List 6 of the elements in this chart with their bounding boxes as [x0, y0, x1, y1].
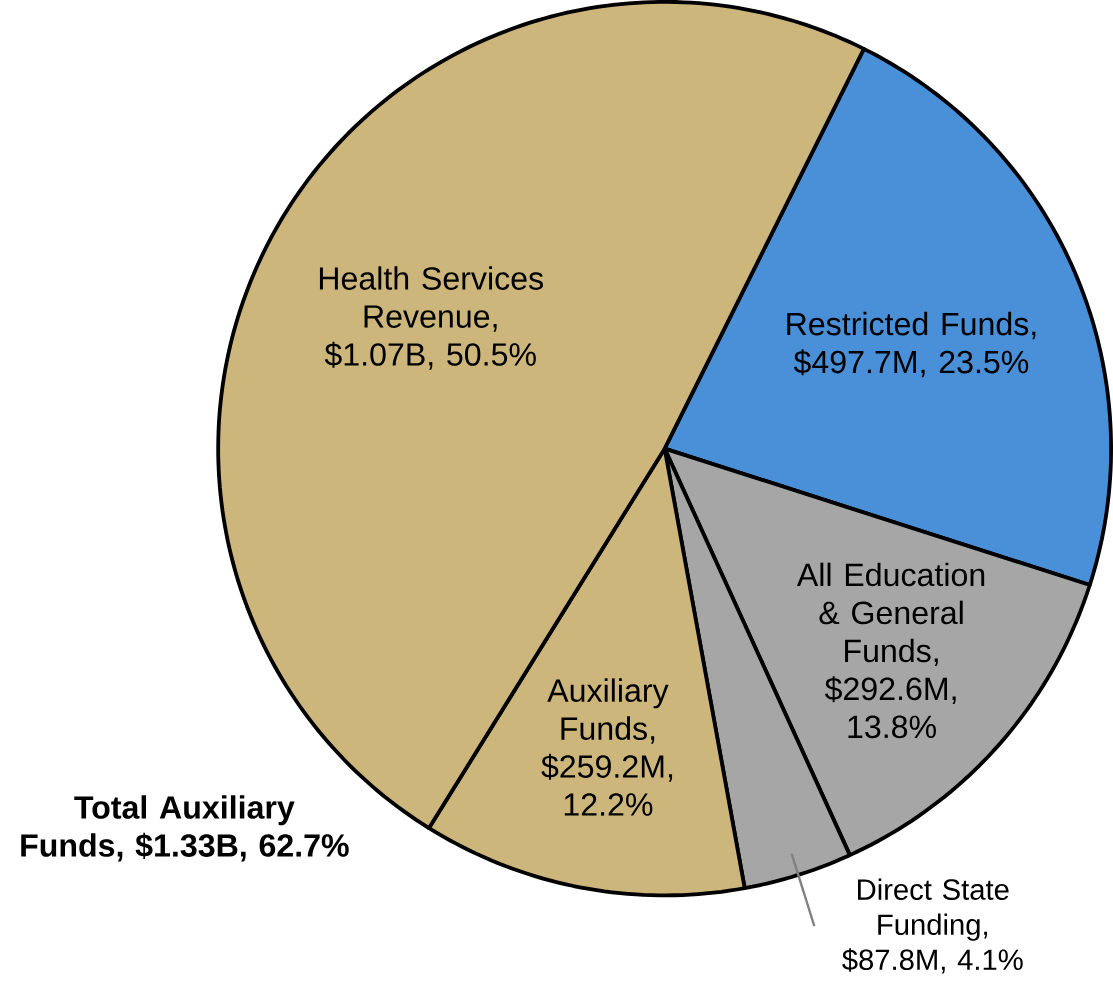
slice-label: All Education & General Funds, $292.6M, 13.8% [796, 562, 985, 739]
slice-label: Direct State Funding, $87.8M, 4.1% [842, 878, 1023, 974]
text: Total Auxiliary Funds, $1.33B, 62.7% [21, 795, 349, 862]
slice-label: Health Services Revenue, $1.07B, 50.5% [319, 266, 543, 370]
slice-label: Auxiliary Funds, $259.2M, 12.2% [541, 678, 673, 816]
slice-label: Restricted Funds, $497.7M, 23.5% [787, 311, 1036, 378]
